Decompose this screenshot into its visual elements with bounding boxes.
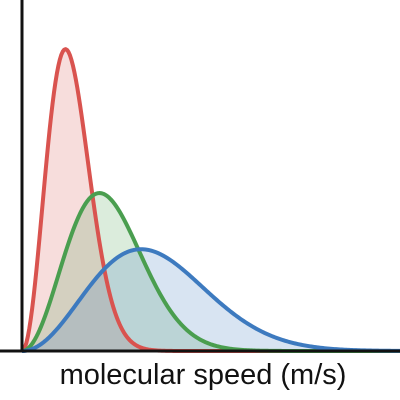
curves (20, 47, 400, 353)
x-axis-label: molecular speed (m/s) (60, 359, 347, 391)
series-1-area (22, 49, 400, 352)
series-3-line (21, 247, 400, 353)
series-3-area (22, 249, 400, 351)
